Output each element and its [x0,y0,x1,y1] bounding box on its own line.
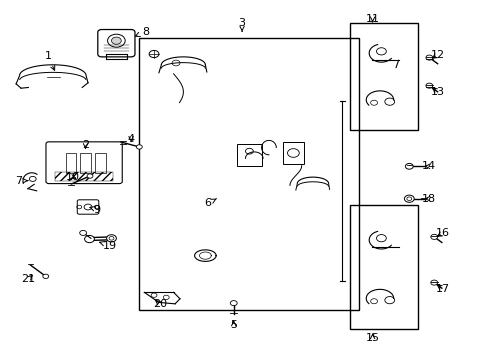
Text: 13: 13 [430,87,444,97]
Circle shape [87,174,93,178]
Text: 21: 21 [21,274,35,284]
Bar [80,153,91,173]
Bar [237,144,261,166]
Text: 17: 17 [435,284,448,294]
Circle shape [405,163,412,169]
Circle shape [230,301,237,306]
Circle shape [149,50,159,58]
Circle shape [430,280,437,285]
Circle shape [43,274,49,279]
Circle shape [80,230,86,235]
Bar [65,153,76,173]
Bar [282,142,304,164]
Text: 5: 5 [230,320,237,330]
Circle shape [425,55,432,60]
Text: 9: 9 [90,204,100,215]
Text: 15: 15 [365,333,379,343]
Text: 1: 1 [44,51,55,70]
Bar [139,38,359,310]
Text: 16: 16 [435,228,448,238]
Text: 4: 4 [127,134,134,144]
Text: 10: 10 [65,172,79,182]
Text: 6: 6 [204,198,216,208]
Text: 8: 8 [135,27,149,37]
Text: 12: 12 [430,50,444,60]
Text: 3: 3 [238,18,245,31]
Bar [349,205,417,329]
Text: 7: 7 [15,176,28,186]
Bar [349,23,417,130]
Text: 20: 20 [153,299,167,309]
Circle shape [111,37,121,44]
Text: 2: 2 [82,140,89,150]
Circle shape [106,235,116,242]
Circle shape [404,195,413,202]
Bar [95,153,105,173]
Circle shape [425,83,432,88]
Text: 18: 18 [422,194,435,204]
Circle shape [84,235,94,243]
Text: 11: 11 [365,14,379,24]
Text: 19: 19 [100,240,117,251]
Text: 14: 14 [422,161,435,171]
Circle shape [136,145,142,149]
Circle shape [430,234,437,239]
